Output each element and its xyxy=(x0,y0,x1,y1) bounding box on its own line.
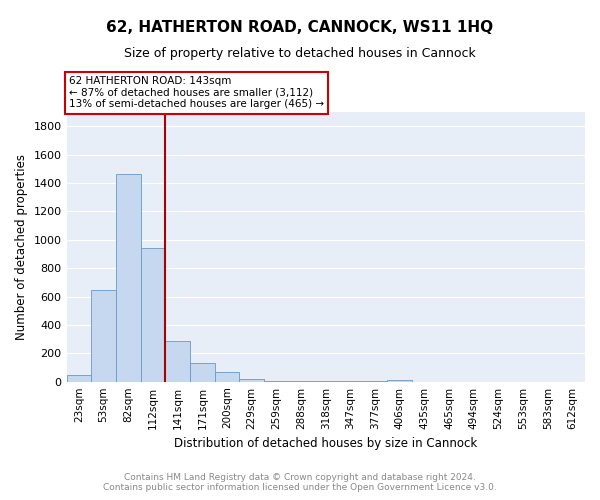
Bar xyxy=(215,372,239,382)
Bar xyxy=(116,174,140,382)
Bar xyxy=(67,376,91,382)
X-axis label: Distribution of detached houses by size in Cannock: Distribution of detached houses by size … xyxy=(174,437,478,450)
Text: Contains HM Land Registry data © Crown copyright and database right 2024.
Contai: Contains HM Land Registry data © Crown c… xyxy=(103,473,497,492)
Bar xyxy=(239,379,264,382)
Bar xyxy=(289,381,313,382)
Bar xyxy=(165,340,190,382)
Bar xyxy=(388,380,412,382)
Text: 62 HATHERTON ROAD: 143sqm
← 87% of detached houses are smaller (3,112)
13% of se: 62 HATHERTON ROAD: 143sqm ← 87% of detac… xyxy=(69,76,324,110)
Bar xyxy=(91,290,116,382)
Bar xyxy=(190,363,215,382)
Y-axis label: Number of detached properties: Number of detached properties xyxy=(15,154,28,340)
Text: 62, HATHERTON ROAD, CANNOCK, WS11 1HQ: 62, HATHERTON ROAD, CANNOCK, WS11 1HQ xyxy=(106,20,494,35)
Bar xyxy=(264,380,289,382)
Text: Size of property relative to detached houses in Cannock: Size of property relative to detached ho… xyxy=(124,48,476,60)
Bar xyxy=(140,248,165,382)
